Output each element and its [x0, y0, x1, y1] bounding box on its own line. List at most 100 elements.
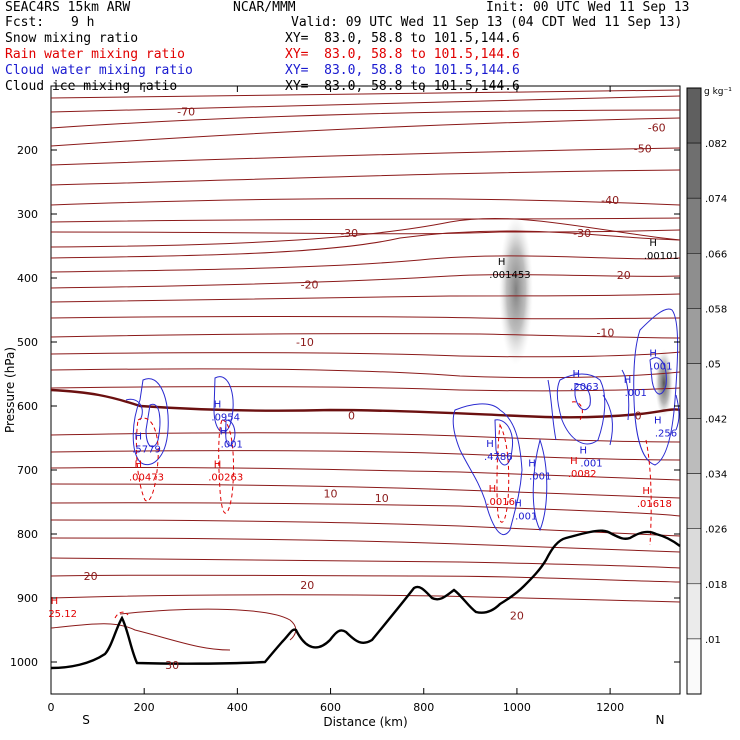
- y-tick-label: 800: [17, 528, 38, 541]
- colorbar-bin: [686, 363, 702, 419]
- x-tick-label: 600: [320, 701, 341, 714]
- maximum-marker: H: [135, 432, 143, 443]
- field-name: Cloud ice mixing ratio: [5, 79, 178, 94]
- maximum-marker: H: [570, 456, 578, 467]
- y-axis-label: Pressure (hPa): [3, 347, 17, 433]
- isotherm-label: -70: [177, 106, 195, 119]
- isotherms: [50, 89, 681, 651]
- maximum-marker: H: [528, 458, 536, 469]
- isotherm-label: -10: [296, 336, 314, 349]
- maximum-label: 25.12: [48, 609, 77, 620]
- init-time: Init: 00 UTC Wed 11 Sep 13: [486, 0, 690, 15]
- isotherm-label: -30: [573, 227, 591, 240]
- maximum-label: .001: [529, 471, 551, 482]
- maximum-marker: H: [51, 596, 59, 607]
- fcst-label: Fcst:: [5, 15, 45, 30]
- maximum-label: .00101: [644, 251, 679, 262]
- maximum-label: .001: [221, 439, 243, 450]
- maximum-marker: H: [489, 484, 497, 495]
- isotherm-label: 30: [165, 659, 179, 672]
- colorbar-label: .042: [705, 415, 727, 426]
- isotherm-label: -20: [301, 278, 319, 291]
- colorbar-bin: [686, 583, 702, 640]
- isotherm-label: 0: [635, 410, 642, 423]
- x-tick-label: 1200: [596, 701, 624, 714]
- isotherm-label: -40: [601, 194, 619, 207]
- colorbar-bin: [686, 253, 702, 309]
- isotherm-label: 10: [324, 488, 338, 501]
- field-xy: XY= 83.0, 58.8 to 101.5,144.6: [285, 79, 520, 94]
- colorbar-label: .058: [705, 304, 727, 315]
- model-title: SEAC4RS 15km ARW: [5, 0, 131, 15]
- colorbar-bin: [686, 638, 702, 695]
- maximum-marker: H: [135, 460, 143, 471]
- field-xy: XY= 83.0, 58.8 to 101.5,144.6: [285, 63, 520, 78]
- y-tick-label: 500: [17, 336, 38, 349]
- colorbar-label: .01: [705, 635, 721, 646]
- snow-shading: [655, 349, 673, 417]
- north-label: N: [656, 713, 665, 727]
- y-tick-label: 900: [17, 592, 38, 605]
- colorbar-label: .05: [705, 359, 721, 370]
- y-tick-label: 300: [17, 208, 38, 221]
- colorbar-label: .074: [705, 194, 727, 205]
- colorbar-label: .082: [705, 139, 727, 150]
- isotherm-label: 10: [375, 492, 389, 505]
- maximum-label: .001453: [489, 270, 530, 281]
- colorbar-label: .018: [705, 580, 727, 591]
- maximum-label: .2063: [570, 382, 599, 393]
- south-label: S: [82, 713, 90, 727]
- cloud-water-contours: [125, 308, 680, 536]
- maximum-marker: H: [579, 446, 587, 457]
- maximum-label: .0016: [486, 497, 515, 508]
- maximum-marker: H: [514, 499, 522, 510]
- colorbar-bin: [686, 528, 702, 585]
- colorbar-label: .034: [705, 470, 727, 481]
- field-name: Rain water mixing ratio: [5, 47, 186, 62]
- field-name: Cloud water mixing ratio: [5, 63, 193, 78]
- maximum-marker: H: [642, 486, 650, 497]
- maximum-label: .256: [655, 429, 677, 440]
- field-xy: XY= 83.0, 58.8 to 101.5,144.6: [285, 31, 520, 46]
- colorbar-units: g kg⁻¹: [704, 87, 732, 97]
- maximum-marker: H: [214, 400, 222, 411]
- maximum-label: .00263: [208, 473, 243, 484]
- x-tick-label: 800: [413, 701, 434, 714]
- maximum-marker: H: [498, 257, 506, 268]
- maximum-marker: H: [486, 439, 494, 450]
- colorbar-frame: [686, 87, 702, 695]
- y-tick-label: 400: [17, 272, 38, 285]
- x-tick-label: 200: [134, 701, 155, 714]
- maximum-label: .4786: [484, 452, 513, 463]
- y-tick-label: 1000: [10, 656, 38, 669]
- colorbar-bin: [686, 418, 702, 474]
- maximum-label: .001: [625, 388, 647, 399]
- maximum-label: .001: [650, 361, 672, 372]
- y-tick-label: 700: [17, 464, 38, 477]
- x-tick-label: 0: [48, 701, 55, 714]
- y-tick-label: 600: [17, 400, 38, 413]
- fcst-value: 9 h: [71, 15, 95, 30]
- snow-shading: [499, 215, 533, 365]
- colorbar-bin: [686, 308, 702, 364]
- isotherm-label: 0: [348, 410, 355, 423]
- maximum-label: .01618: [637, 499, 672, 510]
- zero-isotherm: [50, 388, 681, 419]
- valid-time: Valid: 09 UTC Wed 11 Sep 13 (04 CDT Wed …: [291, 15, 683, 30]
- maximum-label: .001: [580, 459, 602, 470]
- colorbar-label: .026: [705, 525, 727, 536]
- colorbar-bin: [686, 197, 702, 254]
- maximum-label: .0082: [568, 469, 597, 480]
- colorbar-bin: [686, 87, 702, 144]
- maximum-marker: H: [572, 369, 580, 380]
- y-tick-label: 200: [17, 144, 38, 157]
- x-tick-label: 1000: [503, 701, 531, 714]
- isotherm-label: 20: [84, 570, 98, 583]
- x-tick-label: 400: [227, 701, 248, 714]
- colorbar-bin: [686, 473, 702, 529]
- maximum-label: .00473: [129, 473, 164, 484]
- maximum-marker: H: [624, 375, 632, 386]
- maximum-label: .5779: [132, 445, 161, 456]
- center-title: NCAR/MMM: [233, 0, 296, 15]
